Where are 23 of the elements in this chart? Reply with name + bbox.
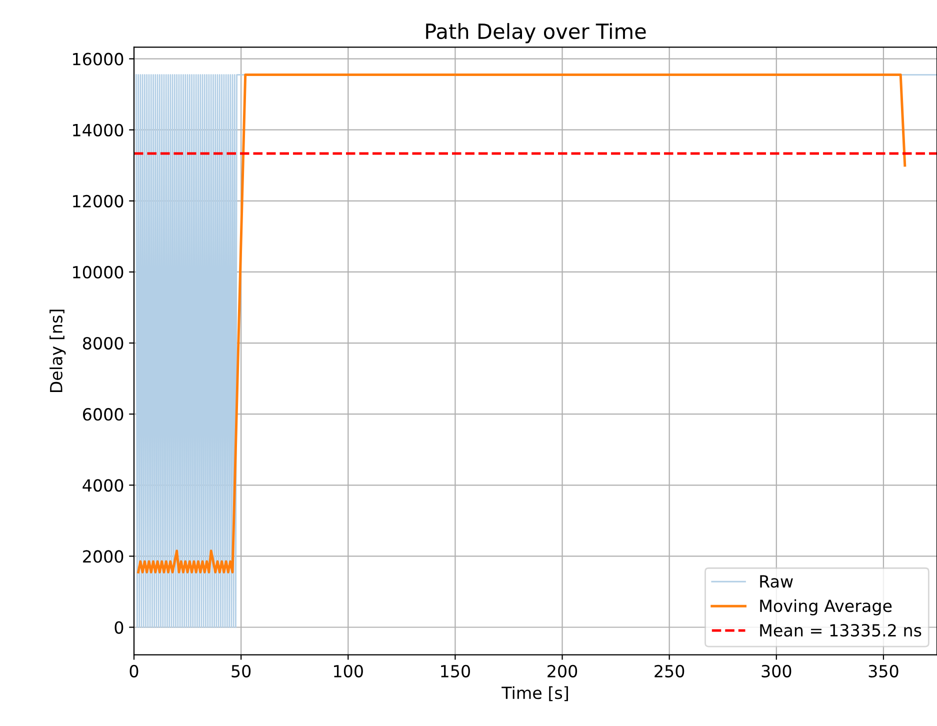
x-tick-label: 200	[548, 664, 578, 678]
legend-label: Moving Average	[760, 599, 892, 616]
legend-label: Raw	[760, 575, 793, 588]
y-tick-label: 0	[114, 621, 124, 634]
x-tick-label: 100	[334, 664, 363, 678]
chart-title: Path Delay over Time	[426, 23, 646, 44]
y-tick-label: 12000	[73, 194, 124, 208]
x-tick-label: 250	[654, 664, 684, 678]
x-tick-label: 350	[868, 664, 898, 678]
y-tick-label: 6000	[83, 408, 124, 421]
legend-label: Mean = 13335.2 ns	[760, 624, 922, 637]
y-tick-label: 14000	[73, 124, 124, 136]
x-tick-label: 300	[762, 664, 792, 678]
x-tick-label: 0	[130, 664, 138, 678]
y-tick-label: 2000	[83, 550, 124, 563]
y-tick-label: 16000	[73, 52, 124, 66]
y-axis-title: Delay [ns]	[50, 310, 66, 392]
y-tick-label: 10000	[73, 266, 124, 279]
y-tick-label: 4000	[82, 479, 124, 492]
y-tick-label: 8000	[82, 336, 124, 350]
x-tick-label: 50	[232, 664, 251, 678]
x-axis-title: Time [s]	[502, 686, 568, 702]
x-tick-label: 150	[441, 664, 470, 678]
